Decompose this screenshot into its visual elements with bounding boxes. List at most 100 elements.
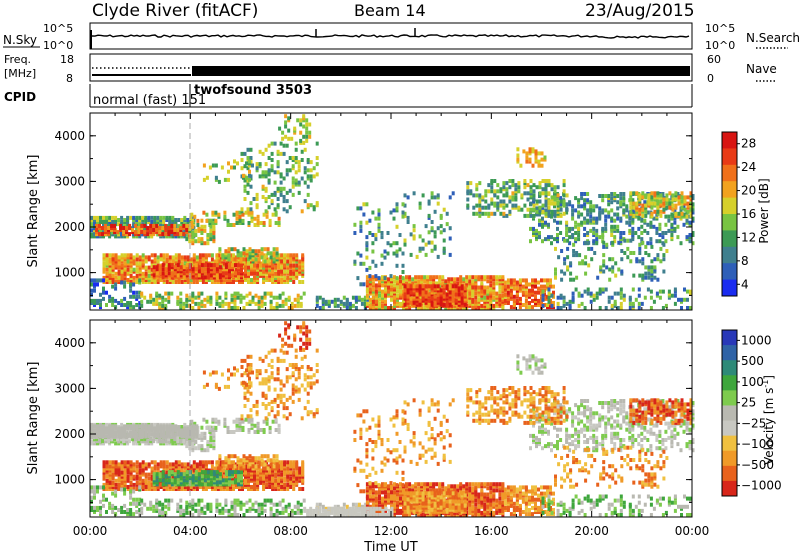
power-cell: [656, 199, 660, 204]
velocity-cell: [117, 462, 121, 467]
power-cell: [418, 234, 422, 239]
power-cell: [457, 292, 461, 297]
power-cell: [260, 255, 264, 260]
power-cell: [593, 251, 597, 255]
power-cell: [197, 306, 201, 310]
power-cell: [451, 292, 455, 297]
power-cell: [191, 299, 195, 304]
power-cell: [176, 228, 180, 232]
power-cell: [200, 269, 204, 274]
power-cell: [565, 202, 569, 207]
power-cell: [509, 280, 513, 285]
velocity-cell: [141, 485, 145, 489]
velocity-cell: [241, 425, 245, 430]
power-cell: [516, 147, 520, 152]
power-cell: [200, 224, 204, 229]
power-cell: [574, 208, 578, 213]
power-cell: [276, 186, 280, 191]
power-cell: [271, 263, 275, 268]
power-cell: [625, 220, 629, 225]
power-cell: [658, 233, 662, 237]
power-cell: [529, 185, 533, 190]
power-cell: [503, 298, 507, 303]
power-cell: [197, 273, 201, 278]
power-cell: [174, 253, 178, 258]
velocity-cell: [123, 470, 127, 475]
power-cell: [608, 257, 612, 262]
power-cell: [661, 231, 665, 235]
power-cell: [152, 297, 156, 302]
power-cell: [221, 271, 225, 276]
velocity-cell: [104, 437, 107, 442]
power-cell: [396, 285, 399, 290]
power-cell: [505, 191, 509, 196]
power-cell: [508, 199, 512, 204]
velocity-cell: [206, 448, 210, 453]
power-cell: [613, 291, 617, 296]
power-cell: [680, 306, 683, 310]
power-cell: [538, 210, 541, 215]
power-cell: [117, 301, 121, 305]
power-cell: [463, 292, 467, 297]
velocity-cell: [229, 430, 233, 434]
power-cell: [185, 223, 189, 228]
power-cell: [680, 191, 684, 196]
power-cell: [339, 301, 343, 306]
power-cell: [102, 267, 106, 272]
power-cell: [674, 211, 678, 216]
velocity-cell: [120, 437, 124, 442]
power-cell: [165, 215, 169, 220]
power-cell: [412, 286, 416, 291]
power-cell: [427, 213, 431, 218]
velocity-cell: [200, 446, 204, 451]
velocity-cell: [214, 417, 218, 422]
power-cell: [432, 281, 436, 286]
power-cell: [484, 199, 488, 204]
power-cell: [559, 199, 563, 204]
power-cell: [557, 255, 561, 260]
power-cell: [105, 253, 109, 258]
power-cell: [646, 241, 650, 246]
power-cell: [622, 192, 626, 196]
power-cell: [412, 300, 416, 305]
velocity-cell: [132, 487, 136, 491]
power-cell: [235, 278, 238, 282]
power-cell: [616, 306, 620, 310]
power-cell: [241, 212, 245, 217]
power-cell: [374, 289, 378, 294]
power-cell: [111, 259, 115, 264]
power-cell: [689, 289, 692, 294]
power-cell: [405, 306, 408, 310]
power-cell: [233, 247, 237, 252]
power-cell: [418, 284, 422, 289]
power-cell: [286, 267, 290, 272]
power-cell: [219, 278, 223, 282]
power-cell: [644, 193, 648, 198]
power-cell: [448, 284, 452, 289]
power-cell: [518, 286, 522, 291]
power-cell: [459, 277, 463, 282]
power-cell: [156, 259, 160, 264]
power-cell: [274, 210, 278, 215]
power-cell: [117, 255, 121, 260]
power-cell: [474, 291, 478, 296]
freq-left-tick-top: 18: [60, 53, 74, 66]
power-cell: [553, 218, 556, 223]
power-cell: [565, 210, 569, 215]
velocity-cell: [177, 485, 181, 489]
power-cell: [647, 275, 651, 280]
power-cell: [427, 199, 431, 204]
velocity-cell: [114, 462, 118, 467]
power-cell: [267, 156, 271, 160]
power-cell: [383, 249, 387, 254]
power-cell: [117, 259, 121, 264]
power-cell: [677, 197, 681, 202]
power-cell: [550, 183, 554, 188]
power-cell: [152, 223, 156, 228]
power-cell: [248, 163, 251, 168]
velocity-cell: [141, 462, 145, 467]
power-cell: [250, 271, 253, 276]
nsky-left-tick-top: 10^5: [43, 22, 73, 35]
power-cell: [132, 215, 136, 220]
power-cell: [412, 290, 416, 295]
